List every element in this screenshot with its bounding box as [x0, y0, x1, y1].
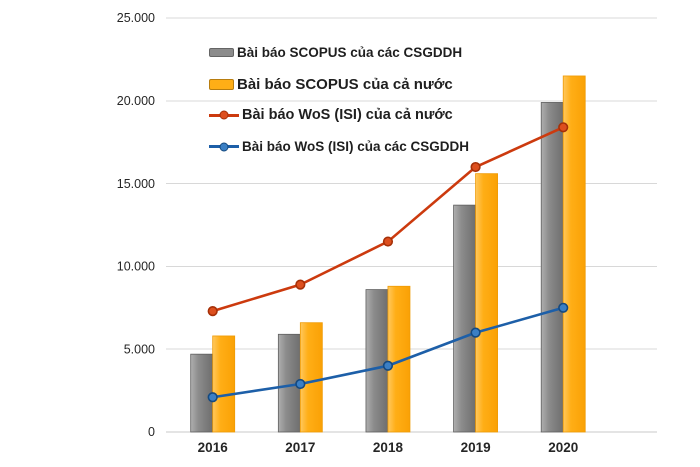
- line-series2: [211, 125, 565, 313]
- marker-series2-2018: [382, 236, 394, 247]
- legend-item-scopus-csgddh: Bài báo SCOPUS của các CSGDDH: [209, 45, 462, 60]
- legend-label: Bài báo WoS (ISI) của cả nước: [242, 107, 453, 123]
- legend-item-wos-canuoc: Bài báo WoS (ISI) của cả nước: [209, 107, 453, 123]
- marker-series2-2019: [470, 161, 481, 173]
- blue-line-marker-swatch-icon: [209, 142, 239, 151]
- bar-series1-2019: [475, 173, 498, 433]
- y-tick-label: 20.000: [117, 94, 155, 108]
- gray-bar-swatch-icon: [209, 48, 234, 57]
- marker-series2-2017: [295, 279, 306, 290]
- red-line-marker-swatch-icon: [209, 110, 239, 120]
- marker-series3-2018: [382, 360, 394, 371]
- bar-series0-2016: [190, 353, 214, 433]
- legend-item-scopus-canuoc: Bài báo SCOPUS của cả nước: [209, 76, 453, 93]
- legend-label: Bài báo SCOPUS của các CSGDDH: [237, 45, 463, 60]
- marker-series2-2020: [558, 122, 569, 133]
- x-tick-label-2018: 2018: [373, 440, 404, 455]
- bar-series1-2017: [299, 322, 323, 433]
- marker-series3-2017: [295, 378, 306, 390]
- x-tick-label-2019: 2019: [461, 440, 491, 455]
- y-tick-label: 15.000: [117, 177, 155, 191]
- bar-series1-2016: [212, 335, 236, 433]
- legend-label: Bài báo SCOPUS của cả nước: [237, 76, 453, 93]
- y-tick-label: 10.000: [117, 260, 155, 274]
- marker-series2-2016: [207, 306, 218, 317]
- x-tick-label-2016: 2016: [198, 440, 229, 455]
- marker-series3-2019: [470, 327, 481, 338]
- y-tick-label: 25.000: [117, 11, 155, 25]
- y-tick-label: 5.000: [124, 342, 155, 356]
- y-tick-label: 0: [148, 425, 155, 439]
- bar-series0-2020: [540, 102, 564, 433]
- bar-series1-2018: [387, 285, 411, 433]
- legend-item-wos-csgddh: Bài báo WoS (ISI) của các CSGDDH: [209, 139, 469, 154]
- bar-series0-2018: [365, 289, 389, 433]
- bar-series0-2019: [453, 204, 476, 433]
- marker-series3-2020: [558, 302, 569, 313]
- x-tick-label-2017: 2017: [285, 440, 315, 455]
- orange-bar-swatch-icon: [209, 79, 234, 90]
- marker-series3-2016: [207, 392, 218, 403]
- bar-series1-2020: [562, 75, 586, 433]
- legend-label: Bài báo WoS (ISI) của các CSGDDH: [242, 139, 470, 154]
- x-tick-label-2020: 2020: [548, 440, 578, 455]
